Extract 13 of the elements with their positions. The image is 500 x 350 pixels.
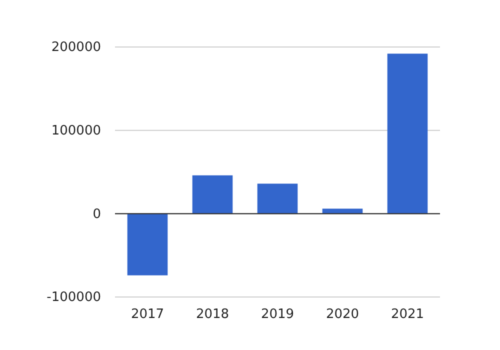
x-tick-label: 2019	[260, 307, 294, 322]
bar	[192, 175, 233, 214]
y-tick-label: 0	[92, 206, 101, 222]
y-tick-label: -100000	[46, 290, 101, 306]
x-tick-label: 2018	[196, 307, 230, 322]
x-tick-label: 2020	[326, 307, 360, 322]
bar	[257, 184, 298, 214]
y-tick-label: 100000	[51, 123, 101, 138]
bar	[387, 54, 428, 214]
y-tick-label: 200000	[51, 40, 101, 56]
x-tick-label: 2017	[130, 307, 164, 322]
x-tick-label: 2021	[390, 307, 424, 322]
bar	[127, 214, 168, 276]
